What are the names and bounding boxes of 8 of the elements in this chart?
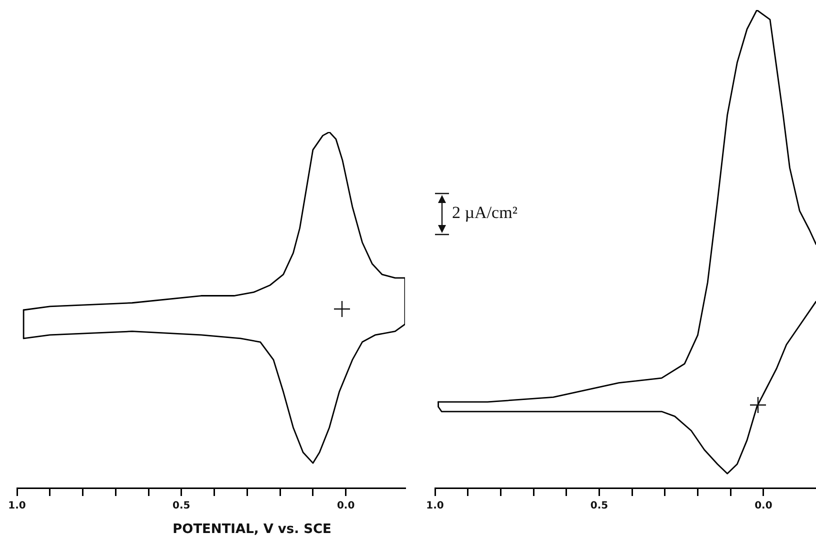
- x-tick-label: 0.0: [336, 500, 355, 512]
- x-tick-label: 1.0: [426, 500, 444, 512]
- x-axis-title: POTENTIAL, V vs. SCE: [172, 522, 332, 537]
- x-tick-label: 1.0: [8, 500, 26, 512]
- x-tick-label: 0.5: [172, 500, 190, 512]
- x-tick-label: 0.5: [590, 500, 608, 512]
- x-tick-label: 0.0: [754, 500, 772, 512]
- annotation: 2 µA/cm²: [452, 203, 518, 223]
